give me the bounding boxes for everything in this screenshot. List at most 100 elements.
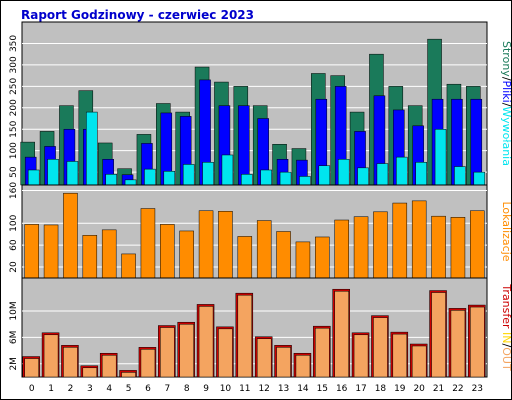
legend-item-transfer-2: /	[500, 344, 512, 348]
x-tick-label-7: 7	[164, 384, 170, 394]
bar-lokalizacje-3	[82, 235, 98, 279]
legend-hits: Strony/Pliki/Wywołania	[500, 41, 512, 166]
panel-background-transfer	[21, 277, 488, 378]
bar-wywoania-14	[299, 176, 311, 186]
bar-wywoania-2	[66, 161, 79, 186]
bar-wywoania-11	[241, 174, 253, 186]
y-tick-label-hits: 50	[9, 166, 19, 178]
legend-item-transfer-0: Transfer	[500, 283, 512, 329]
bar-lokalizacje-16	[334, 219, 349, 279]
legend-item-hits-4: Wywołania	[500, 106, 512, 166]
bar-lokalizacje-17	[353, 216, 369, 279]
bar-wywoania-22	[454, 166, 466, 186]
x-tick-label-11: 11	[239, 384, 250, 394]
bar-wywoania-10	[221, 154, 234, 186]
bar-transfer-out-1	[43, 334, 59, 378]
bar-transfer-out-9	[198, 306, 214, 378]
bar-wywoania-9	[202, 162, 214, 186]
bar-transfer-out-22	[450, 310, 466, 378]
x-tick-label-9: 9	[203, 384, 209, 394]
bar-lokalizacje-19	[392, 202, 408, 279]
x-tick-label-10: 10	[220, 384, 232, 394]
bar-lokalizacje-14	[295, 241, 311, 279]
bar-transfer-out-10	[218, 328, 233, 378]
bar-lokalizacje-18	[373, 211, 388, 279]
bar-wywoania-12	[260, 169, 272, 186]
bar-wywoania-5	[124, 179, 137, 186]
bar-transfer-out-21	[431, 292, 446, 378]
bar-lokalizacje-4	[101, 229, 117, 279]
x-tick-label-15: 15	[317, 384, 328, 394]
bar-wywoania-4	[105, 174, 117, 186]
bar-transfer-out-15	[315, 327, 330, 378]
bar-transfer-out-17	[353, 334, 369, 378]
bar-wywoania-0	[27, 169, 40, 186]
legend-locations: Lokalizacje	[500, 201, 512, 261]
bar-wywoania-8	[182, 164, 195, 186]
bar-transfer-out-18	[373, 317, 388, 378]
x-tick-label-17: 17	[355, 384, 366, 394]
x-tick-label-16: 16	[336, 384, 348, 394]
x-tick-label-2: 2	[68, 384, 74, 394]
bar-lokalizacje-15	[315, 236, 330, 279]
legend-item-transfer-3: OUT	[500, 347, 512, 371]
bar-wywoania-17	[357, 167, 369, 186]
legend-transfer: Transfer IN/OUT	[500, 283, 512, 371]
legend-item-hits-0: Strony	[500, 41, 512, 77]
chart-title: Raport Godzinowy - czerwiec 2023	[21, 8, 254, 22]
panel-locations: 20 60 100 160 Lokalizacje	[9, 182, 512, 279]
bar-lokalizacje-6	[140, 208, 156, 279]
bar-lokalizacje-1	[43, 224, 59, 279]
y-tick-label-hits: 350	[9, 35, 19, 52]
bar-transfer-out-20	[411, 345, 427, 378]
bar-lokalizacje-21	[431, 215, 446, 279]
bar-lokalizacje-2	[63, 192, 78, 279]
x-tick-label-8: 8	[184, 384, 190, 394]
bar-lokalizacje-23	[470, 210, 485, 279]
x-tick-label-6: 6	[145, 384, 151, 394]
bar-lokalizacje-13	[276, 231, 291, 279]
bar-transfer-out-16	[334, 290, 349, 378]
bar-transfer-out-19	[392, 333, 408, 378]
bar-pliki-11	[238, 105, 250, 186]
y-tick-label-transfer: 2M	[9, 357, 19, 371]
bar-lokalizacje-7	[160, 224, 175, 279]
bar-wywoania-6	[144, 168, 156, 186]
bar-transfer-out-4	[101, 354, 117, 378]
bar-wywoania-21	[434, 128, 447, 186]
y-tick-label-locations: 60	[9, 239, 19, 251]
bar-transfer-out-6	[140, 349, 156, 378]
bar-lokalizacje-5	[121, 253, 136, 279]
bar-wywoania-13	[279, 171, 292, 186]
legend-item-hits-3: /	[500, 103, 512, 107]
legend-item-hits-2: Pliki	[500, 81, 512, 103]
bar-transfer-out-7	[160, 327, 175, 378]
bar-transfer-out-0	[24, 358, 39, 378]
x-tick-label-22: 22	[452, 384, 463, 394]
legend-item-locations-0: Lokalizacje	[500, 201, 512, 261]
bar-wywoania-23	[473, 171, 486, 186]
x-tick-label-12: 12	[258, 384, 269, 394]
y-tick-label-hits: 150	[9, 120, 19, 137]
x-tick-label-19: 19	[394, 384, 406, 394]
x-tick-label-13: 13	[278, 384, 289, 394]
y-tick-label-hits: 300	[9, 56, 19, 73]
x-tick-label-3: 3	[87, 384, 93, 394]
bar-wywoania-1	[47, 159, 59, 186]
bar-wywoania-20	[415, 162, 427, 186]
y-tick-label-transfer: 10M	[9, 301, 19, 320]
bar-lokalizacje-0	[24, 224, 39, 279]
y-tick-label-hits: 250	[9, 77, 19, 94]
x-tick-label-14: 14	[297, 384, 309, 394]
x-tick-label-0: 0	[29, 384, 35, 394]
bar-lokalizacje-8	[179, 230, 194, 279]
bar-wywoania-19	[396, 156, 408, 186]
y-tick-label-locations: 20	[9, 261, 19, 273]
x-tick-label-5: 5	[126, 384, 132, 394]
y-tick-label-locations: 160	[9, 182, 19, 199]
bar-transfer-out-23	[470, 306, 485, 378]
bar-transfer-out-2	[63, 347, 78, 378]
x-tick-label-20: 20	[413, 384, 425, 394]
